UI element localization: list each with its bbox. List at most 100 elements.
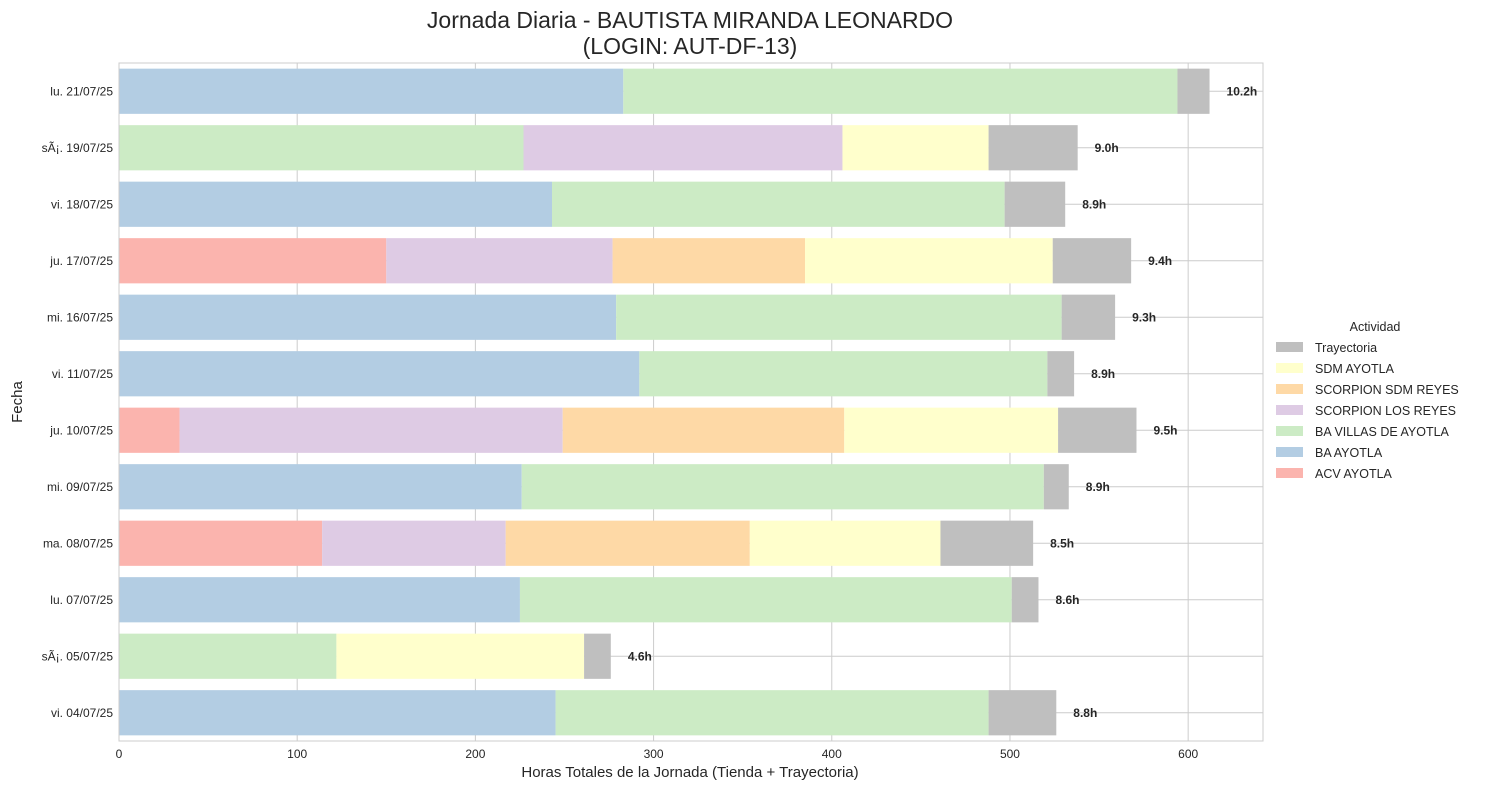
total-value-label: 8.9h: [1086, 480, 1110, 494]
bar-segment: [844, 407, 1059, 453]
legend-swatch: [1276, 384, 1303, 394]
bar-segment: [119, 68, 624, 114]
y-tick-label: vi. 11/07/25: [52, 367, 113, 381]
legend-swatch: [1276, 363, 1303, 373]
bar-segment: [119, 125, 524, 171]
bar-segment: [519, 577, 1012, 623]
x-tick-label: 0: [116, 747, 123, 761]
bar-segment: [119, 633, 337, 679]
total-value-label: 8.5h: [1050, 536, 1074, 550]
bars: [119, 68, 1210, 736]
bar-segment: [639, 351, 1048, 397]
y-tick-label: sÃ¡. 19/07/25: [42, 141, 114, 155]
bar-segment: [336, 633, 585, 679]
bar-segment: [1004, 181, 1066, 227]
total-value-label: 4.6h: [628, 649, 652, 663]
bar-segment: [179, 407, 563, 453]
bar-segment: [119, 464, 522, 510]
bar-segment: [119, 520, 323, 566]
legend-entry-label: BA AYOTLA: [1315, 446, 1383, 460]
y-tick-label: lu. 21/07/25: [50, 84, 113, 98]
x-tick-label: 100: [287, 747, 307, 761]
legend-swatch: [1276, 468, 1303, 478]
total-value-label: 9.5h: [1153, 423, 1177, 437]
x-axis-label: Horas Totales de la Jornada (Tienda + Tr…: [521, 764, 858, 781]
bar-segment: [1061, 294, 1116, 340]
bar-segment: [1047, 351, 1075, 397]
bar-segment: [1011, 577, 1039, 623]
bar-segment: [562, 407, 845, 453]
y-tick-label: mi. 09/07/25: [47, 480, 113, 494]
bar-segment: [988, 125, 1078, 171]
x-tick-label: 400: [822, 747, 842, 761]
y-tick-label: vi. 04/07/25: [51, 706, 113, 720]
bar-segment: [623, 68, 1178, 114]
legend: Actividad Trayectoria SDM AYOTLA SCORPION …: [1276, 320, 1459, 481]
bar-segment: [119, 238, 387, 284]
legend-entry-label: SCORPION SDM REYES: [1315, 383, 1459, 397]
bar-segment: [749, 520, 941, 566]
bar-segment: [119, 577, 520, 623]
bar-segment: [505, 520, 750, 566]
y-tick-label: lu. 07/07/25: [50, 593, 113, 607]
y-axis-label: Fecha: [9, 381, 26, 423]
bar-segment: [1052, 238, 1132, 284]
legend-entry-label: SCORPION LOS REYES: [1315, 404, 1456, 418]
bar-segment: [386, 238, 613, 284]
bar-segment: [552, 181, 1005, 227]
bar-segment: [523, 125, 843, 171]
legend-entry-label: BA VILLAS DE AYOTLA: [1315, 425, 1450, 439]
legend-title: Actividad: [1350, 320, 1401, 334]
x-axis-ticks: 0 100 200 300 400 500 600: [116, 747, 1199, 761]
y-tick-label: sÃ¡. 05/07/25: [42, 649, 114, 663]
bar-segment: [119, 351, 640, 397]
bar-segment: [805, 238, 1053, 284]
bar-segment: [521, 464, 1044, 510]
bar-segment: [1177, 68, 1210, 114]
legend-entry-label: Trayectoria: [1315, 341, 1377, 355]
value-labels: 10.2h 9.0h 8.9h 9.4h 9.3h 8.9h 9.5h 8.9h 8.5h 8.6…: [628, 84, 1257, 720]
bar-segment: [1058, 407, 1137, 453]
y-tick-label: ju. 17/07/25: [49, 254, 113, 268]
legend-entry-label: ACV AYOTLA: [1315, 467, 1393, 481]
total-value-label: 8.6h: [1055, 593, 1079, 607]
bar-segment: [616, 294, 1062, 340]
legend-entry-label: SDM AYOTLA: [1315, 362, 1395, 376]
bar-segment: [1043, 464, 1069, 510]
total-value-label: 9.3h: [1132, 310, 1156, 324]
y-tick-label: ju. 10/07/25: [49, 423, 113, 437]
y-tick-label: vi. 18/07/25: [51, 197, 113, 211]
y-tick-label: mi. 16/07/25: [47, 310, 113, 324]
total-value-label: 10.2h: [1227, 84, 1258, 98]
legend-swatch: [1276, 426, 1303, 436]
chart-subtitle: (LOGIN: AUT-DF-13): [583, 33, 798, 59]
total-value-label: 9.0h: [1095, 141, 1119, 155]
x-tick-label: 300: [644, 747, 664, 761]
plot-frame: [118, 62, 1264, 742]
x-tick-label: 200: [465, 747, 485, 761]
bar-segment: [555, 690, 989, 736]
total-value-label: 9.4h: [1148, 254, 1172, 268]
x-tick-label: 600: [1178, 747, 1198, 761]
bar-segment: [119, 294, 617, 340]
bar-segment: [119, 181, 553, 227]
bar-segment: [119, 407, 180, 453]
chart-title: Jornada Diaria - BAUTISTA MIRANDA LEONAR…: [427, 7, 953, 33]
bar-segment: [584, 633, 611, 679]
bar-segment: [940, 520, 1034, 566]
bar-segment: [842, 125, 989, 171]
y-axis-ticks: lu. 21/07/25 sÃ¡. 19/07/25 vi. 18/07/25 ju.…: [42, 84, 114, 720]
bar-segment: [612, 238, 806, 284]
y-tick-label: ma. 08/07/25: [43, 536, 113, 550]
total-value-label: 8.9h: [1091, 367, 1115, 381]
bar-segment: [322, 520, 506, 566]
bar-segment: [119, 690, 556, 736]
legend-swatch: [1276, 405, 1303, 415]
legend-swatch: [1276, 447, 1303, 457]
total-value-label: 8.8h: [1073, 706, 1097, 720]
x-tick-label: 500: [1000, 747, 1020, 761]
total-value-label: 8.9h: [1082, 197, 1106, 211]
legend-swatch: [1276, 342, 1303, 352]
bar-segment: [988, 690, 1057, 736]
